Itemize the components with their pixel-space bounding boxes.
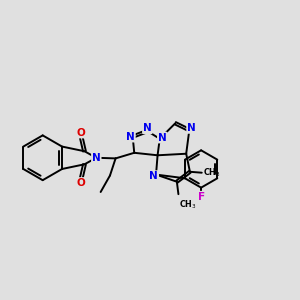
Text: O: O	[76, 178, 85, 188]
Text: N: N	[187, 123, 196, 133]
Text: CH$_3$: CH$_3$	[179, 199, 197, 211]
Text: N: N	[143, 123, 152, 133]
Text: N: N	[158, 133, 167, 142]
Text: N: N	[149, 171, 158, 181]
Text: F: F	[198, 192, 205, 202]
Text: CH$_3$: CH$_3$	[203, 167, 220, 179]
Text: N: N	[126, 132, 135, 142]
Text: O: O	[76, 128, 85, 138]
Text: N: N	[92, 153, 101, 163]
